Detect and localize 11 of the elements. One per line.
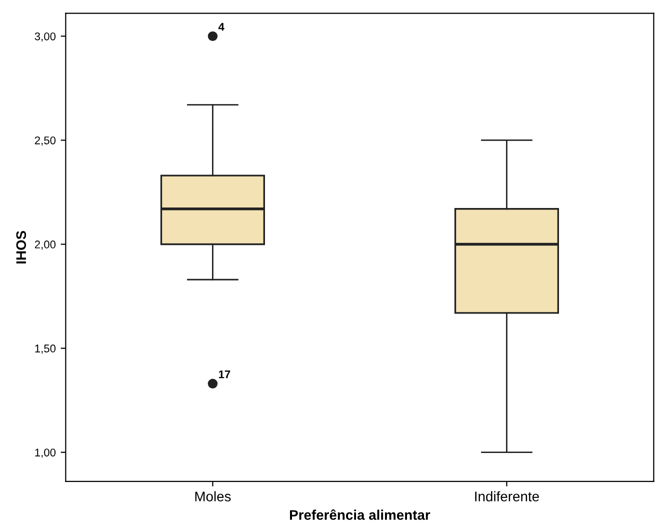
annotation: 17 — [218, 370, 230, 378]
y-axis-title: IHOS — [16, 230, 26, 264]
y-tick-label: 2,00 — [34, 240, 56, 250]
y-tick-label: 2,50 — [34, 136, 56, 146]
x-axis-title: Preferência alimentar — [290, 509, 430, 520]
y-tick-label: 3,00 — [34, 32, 56, 42]
x-tick-label: Moles — [195, 491, 231, 502]
annotation: 4 — [218, 22, 224, 31]
y-tick-label: 1,50 — [35, 344, 56, 354]
y-tick-label: 1,00 — [35, 448, 56, 458]
x-tick-label: Indiferente — [475, 491, 539, 502]
